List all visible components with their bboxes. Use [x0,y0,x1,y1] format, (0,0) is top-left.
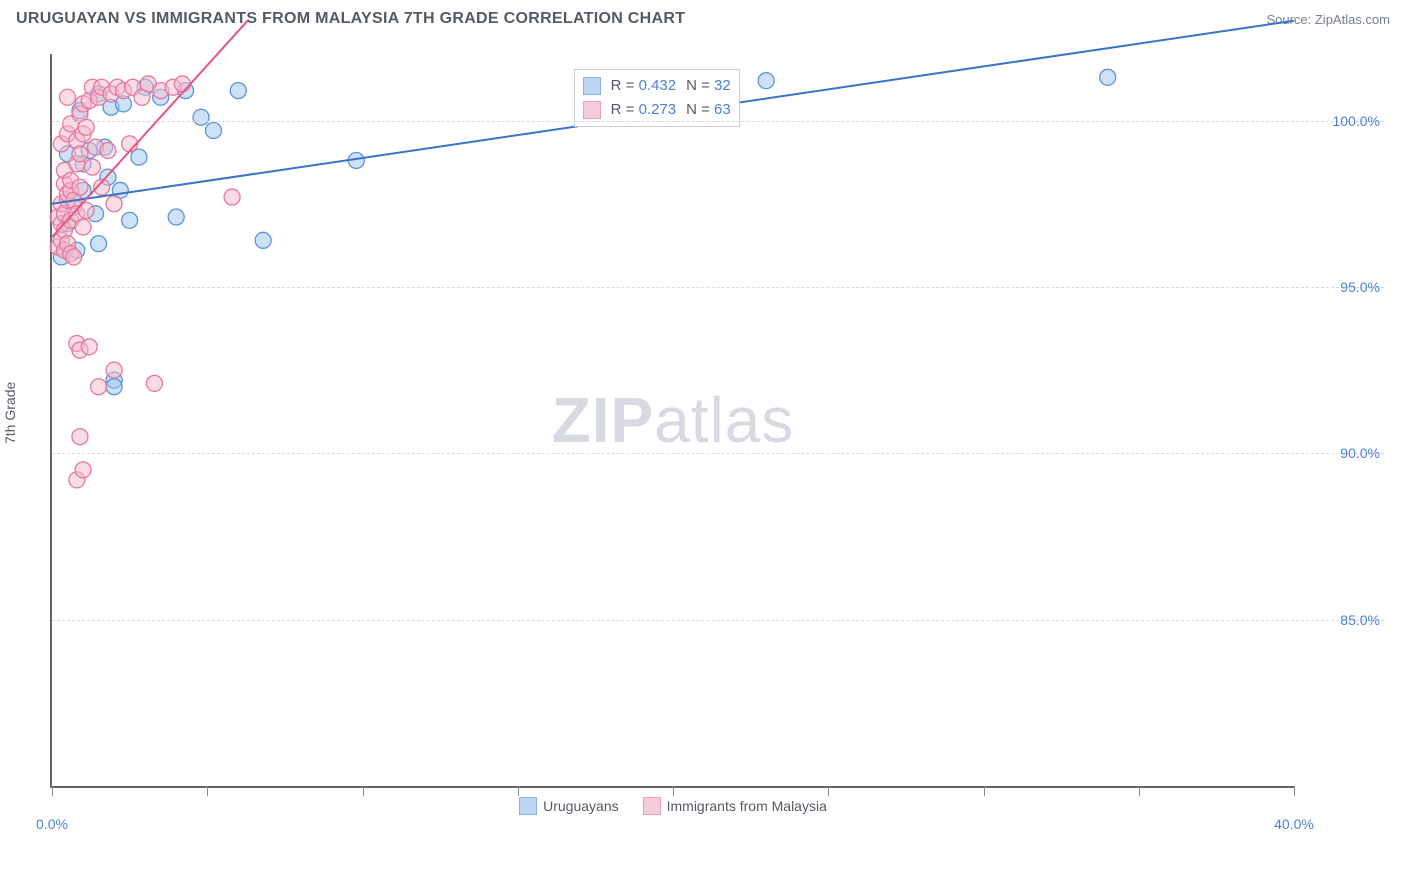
scatter-point [106,196,122,212]
stats-swatch [583,101,601,119]
scatter-point [91,379,107,395]
scatter-point [106,362,122,378]
legend-item: Uruguayans [519,797,619,815]
scatter-point [146,375,162,391]
x-tick [52,786,53,796]
stats-n-label: N = 63 [686,98,731,122]
stats-row: R = 0.273 N = 63 [583,98,731,122]
y-tick-label: 90.0% [1340,445,1380,461]
stats-r-value: 0.432 [639,77,677,94]
gridline [52,121,1384,122]
scatter-point [230,83,246,99]
gridline [52,453,1384,454]
legend-label: Immigrants from Malaysia [667,798,827,814]
scatter-point [255,232,271,248]
plot-svg [52,54,1294,786]
legend-item: Immigrants from Malaysia [643,797,827,815]
x-tick [828,786,829,796]
x-tick [1139,786,1140,796]
x-tick [363,786,364,796]
scatter-point [224,189,240,205]
scatter-point [75,462,91,478]
x-tick-label: 0.0% [36,816,68,832]
stats-n-value: 32 [714,77,731,94]
scatter-point [168,209,184,225]
legend-swatch [643,797,661,815]
y-tick-label: 100.0% [1333,113,1380,129]
scatter-point [78,119,94,135]
y-tick-label: 95.0% [1340,279,1380,295]
legend-swatch [519,797,537,815]
scatter-point [84,159,100,175]
stats-r-label: R = 0.432 [611,74,676,98]
scatter-point [91,236,107,252]
plot-area: ZIPatlas R = 0.432N = 32R = 0.273N = 63 … [50,54,1294,788]
scatter-point [75,219,91,235]
stats-r-value: 0.273 [639,101,677,118]
scatter-point [81,339,97,355]
x-tick [518,786,519,796]
scatter-point [72,429,88,445]
x-tick [673,786,674,796]
scatter-point [72,179,88,195]
y-tick-label: 85.0% [1340,612,1380,628]
stats-n-label: N = 32 [686,74,731,98]
x-tick [207,786,208,796]
source-attribution: Source: ZipAtlas.com [1266,12,1390,27]
scatter-point [1100,69,1116,85]
scatter-point [122,212,138,228]
gridline [52,620,1384,621]
stats-row: R = 0.432 N = 32 [583,74,731,98]
scatter-point [758,73,774,89]
legend: Uruguayans Immigrants from Malaysia [52,797,1294,818]
x-tick [984,786,985,796]
scatter-point [174,76,190,92]
stats-n-value: 63 [714,101,731,118]
scatter-point [72,146,88,162]
correlation-stats-box: R = 0.432 N = 32 R = 0.273 N = 63 [574,69,740,127]
legend-label: Uruguayans [543,798,619,814]
x-tick [1294,786,1295,796]
y-axis-label: 7th Grade [2,382,18,444]
scatter-point [205,123,221,139]
chart-container: 7th Grade ZIPatlas R = 0.432N = 32R = 0.… [16,44,1390,844]
chart-title: URUGUAYAN VS IMMIGRANTS FROM MALAYSIA 7T… [16,10,685,28]
scatter-point [100,142,116,158]
x-tick-label: 40.0% [1274,816,1314,832]
scatter-point [193,109,209,125]
scatter-point [66,249,82,265]
stats-r-label: R = 0.273 [611,98,676,122]
scatter-point [60,89,76,105]
scatter-point [106,379,122,395]
gridline [52,287,1384,288]
stats-swatch [583,77,601,95]
